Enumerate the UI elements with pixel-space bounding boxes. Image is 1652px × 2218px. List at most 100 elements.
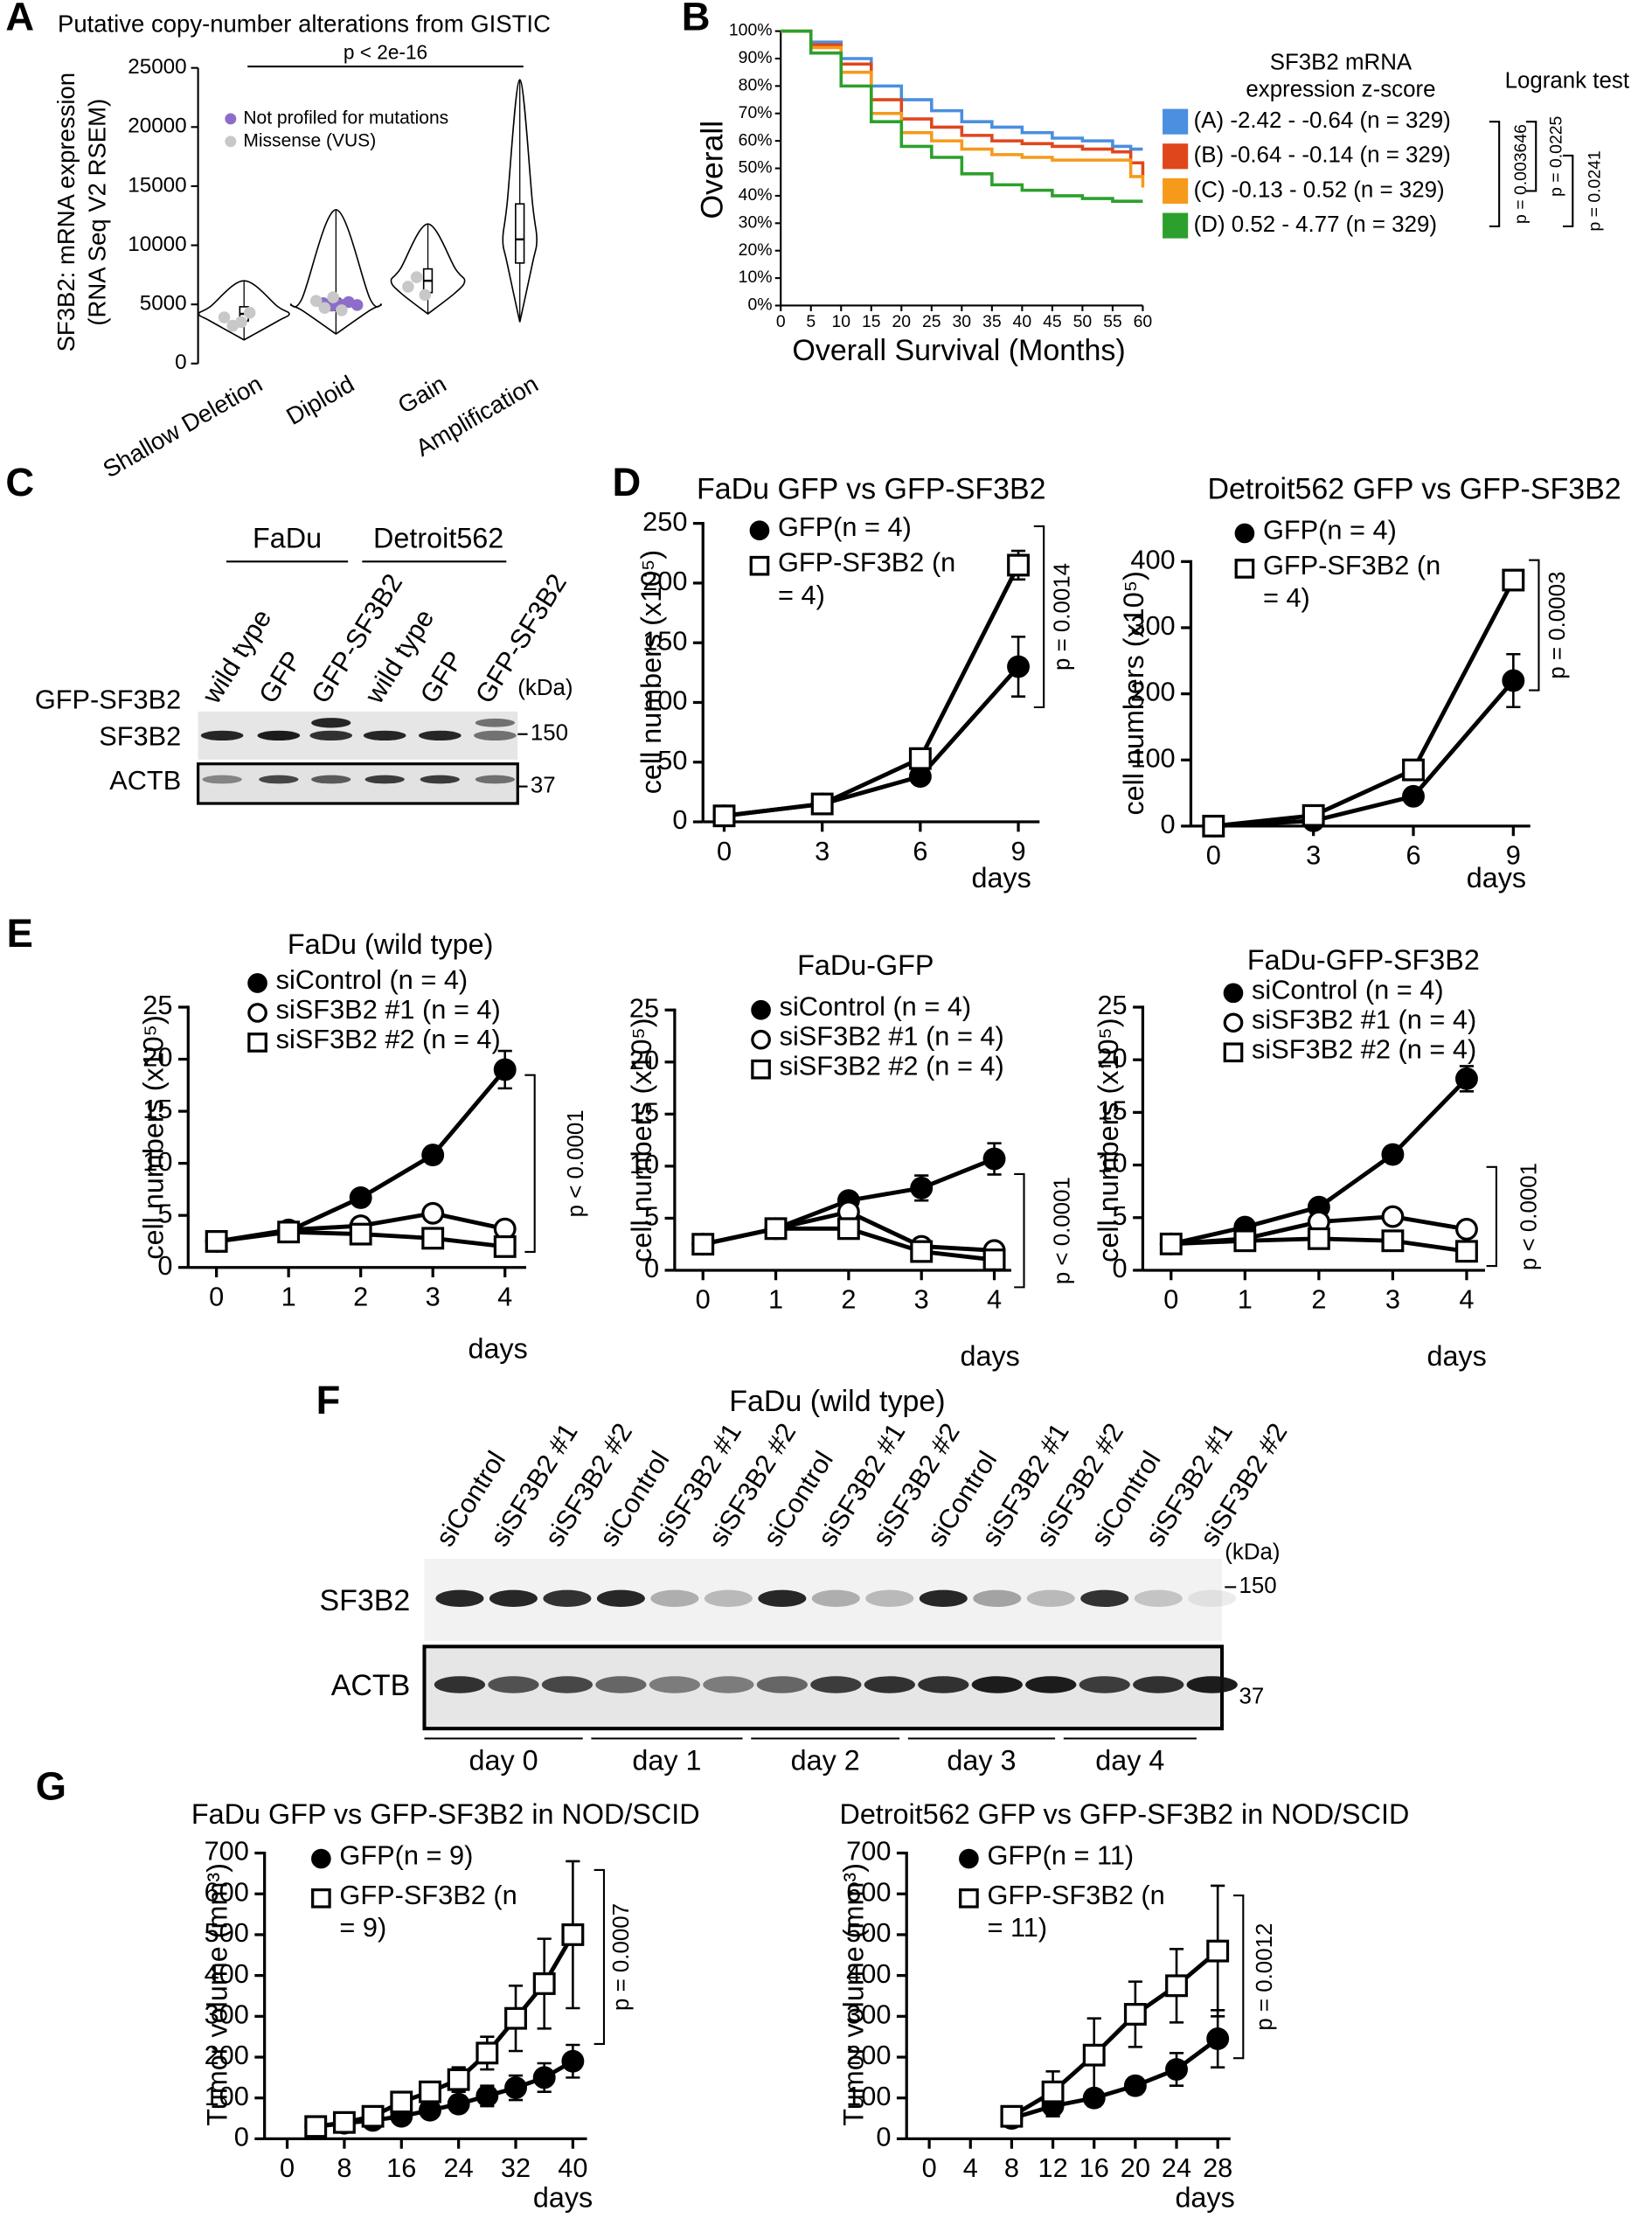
- band: [309, 730, 352, 741]
- marker: [1455, 1218, 1478, 1241]
- y-tick-label: 200: [846, 2040, 891, 2070]
- band: [434, 1676, 486, 1693]
- band: [973, 1589, 1022, 1608]
- x-tick-label: 28: [1203, 2152, 1232, 2183]
- marker: [1082, 2043, 1106, 2067]
- legend-label: (B) -0.64 - -0.14 (n = 329): [1194, 143, 1451, 168]
- significance-bracket: [1562, 154, 1574, 227]
- row-label: ACTB: [331, 1669, 411, 1702]
- x-axis-label: Overall Survival (Months): [792, 334, 1125, 367]
- y-tick-label: 15000: [128, 173, 186, 197]
- legend-marker: [959, 1848, 979, 1869]
- y-tick-label: 90%: [739, 48, 773, 67]
- legend-item: siSF3B2 #1 (n = 4): [276, 996, 501, 1026]
- x-tick-label: 5: [806, 312, 816, 331]
- legend-label: siControl (n = 4): [275, 966, 469, 997]
- data-point: [218, 311, 231, 323]
- chart-title: Putative copy-number alterations from GI…: [58, 10, 551, 37]
- marker: [1307, 1227, 1330, 1250]
- band: [1188, 1589, 1237, 1608]
- legend-marker: [225, 113, 237, 125]
- legend-label: Missense (VUS): [243, 130, 376, 150]
- y-tick-label: 600: [846, 1876, 891, 1907]
- band: [1133, 1676, 1184, 1693]
- band: [758, 1589, 807, 1608]
- x-tick-label: 2: [353, 1281, 368, 1311]
- chart-title: FaDu GFP vs GFP-SF3B2 in NOD/SCID: [191, 1798, 700, 1830]
- band: [541, 1676, 593, 1693]
- legend-item: GFP(n = 9): [339, 1841, 474, 1872]
- marker: [1233, 1229, 1257, 1253]
- x-tick-label: 1: [1238, 1284, 1253, 1315]
- band: [363, 730, 406, 741]
- marker: [1455, 1240, 1478, 1263]
- legend-swatch: [1163, 108, 1189, 135]
- x-tick-label: 40: [1013, 312, 1032, 331]
- legend-item: siSF3B2 #2 (n = 4): [780, 1053, 1004, 1082]
- y-tick-label: 5: [644, 1201, 659, 1232]
- marker: [532, 1972, 556, 1995]
- marker: [1502, 568, 1525, 592]
- band: [311, 775, 351, 784]
- band: [1079, 1676, 1130, 1693]
- size-marker: 150: [1239, 1574, 1276, 1598]
- marker: [475, 2084, 499, 2108]
- x-tick-label: 4: [963, 2152, 978, 2183]
- legend-label: siSF3B2 #2 (n = 4): [1252, 1035, 1477, 1066]
- legend-marker: [1223, 983, 1244, 1004]
- band: [649, 1676, 700, 1693]
- marker: [1381, 1143, 1405, 1166]
- y-axis-label: Overall: [695, 121, 730, 219]
- legend-label: GFP(n = 4): [1262, 516, 1397, 546]
- y-tick-label: 5: [1113, 1200, 1128, 1231]
- x-tick-label: 2: [1311, 1284, 1326, 1315]
- y-tick-label: 60%: [739, 130, 773, 149]
- y-axis-label: Tumor volume (mm³): [838, 1863, 870, 2126]
- x-tick-label: Diploid: [281, 370, 358, 430]
- marker: [1402, 758, 1425, 782]
- x-tick-label: 9: [1010, 836, 1025, 866]
- y-tick-label: 25: [1097, 990, 1127, 1020]
- y-tick-label: 500: [205, 1917, 249, 1948]
- x-tick-label: Shallow Deletion: [98, 370, 267, 483]
- y-tick-label: 50: [657, 745, 687, 775]
- legend-label: siControl (n = 4): [779, 992, 972, 1023]
- marker: [1202, 814, 1225, 838]
- band: [364, 775, 405, 784]
- p-value: p < 0.0001: [564, 1109, 588, 1217]
- y-tick-label: 25: [142, 990, 172, 1020]
- legend-item: GFP(n = 11): [987, 1842, 1134, 1872]
- significance-bracket: [524, 1074, 536, 1253]
- y-tick-label: 25000: [128, 55, 186, 79]
- marker: [447, 2068, 470, 2091]
- unit-label: (kDa): [517, 676, 573, 700]
- legend-marker: [247, 1033, 267, 1053]
- y-tick-label: 25: [629, 992, 659, 1023]
- band: [595, 1676, 647, 1693]
- significance-bracket: [1486, 1165, 1497, 1268]
- marker: [1123, 2003, 1147, 2026]
- series-line: [1213, 579, 1516, 829]
- lane-label: GFP: [253, 645, 308, 708]
- marker: [1206, 1939, 1230, 1963]
- significance-bracket: [1014, 1172, 1025, 1289]
- x-tick-label: 2: [841, 1284, 856, 1315]
- legend-item: GFP(n = 4): [778, 513, 912, 543]
- marker: [419, 2098, 441, 2122]
- x-tick-label: 8: [1004, 2152, 1019, 2183]
- data-point: [235, 316, 247, 329]
- y-tick-label: 5: [157, 1198, 172, 1228]
- legend-label: GFP(n = 9): [339, 1841, 474, 1872]
- y-tick-label: 500: [846, 1917, 891, 1948]
- y-axis-label: cell numbers (x10⁵): [626, 1018, 657, 1262]
- y-tick-label: 10: [1097, 1148, 1127, 1179]
- legend-item: siControl (n = 4): [275, 966, 469, 997]
- x-tick-label: 0: [922, 2152, 937, 2183]
- marker: [1502, 669, 1525, 692]
- marker: [1402, 784, 1425, 808]
- band: [703, 1676, 754, 1693]
- panel-label: A: [5, 0, 34, 39]
- y-tick-label: 10%: [739, 268, 773, 287]
- row-label: ACTB: [109, 765, 181, 796]
- marker: [908, 747, 932, 770]
